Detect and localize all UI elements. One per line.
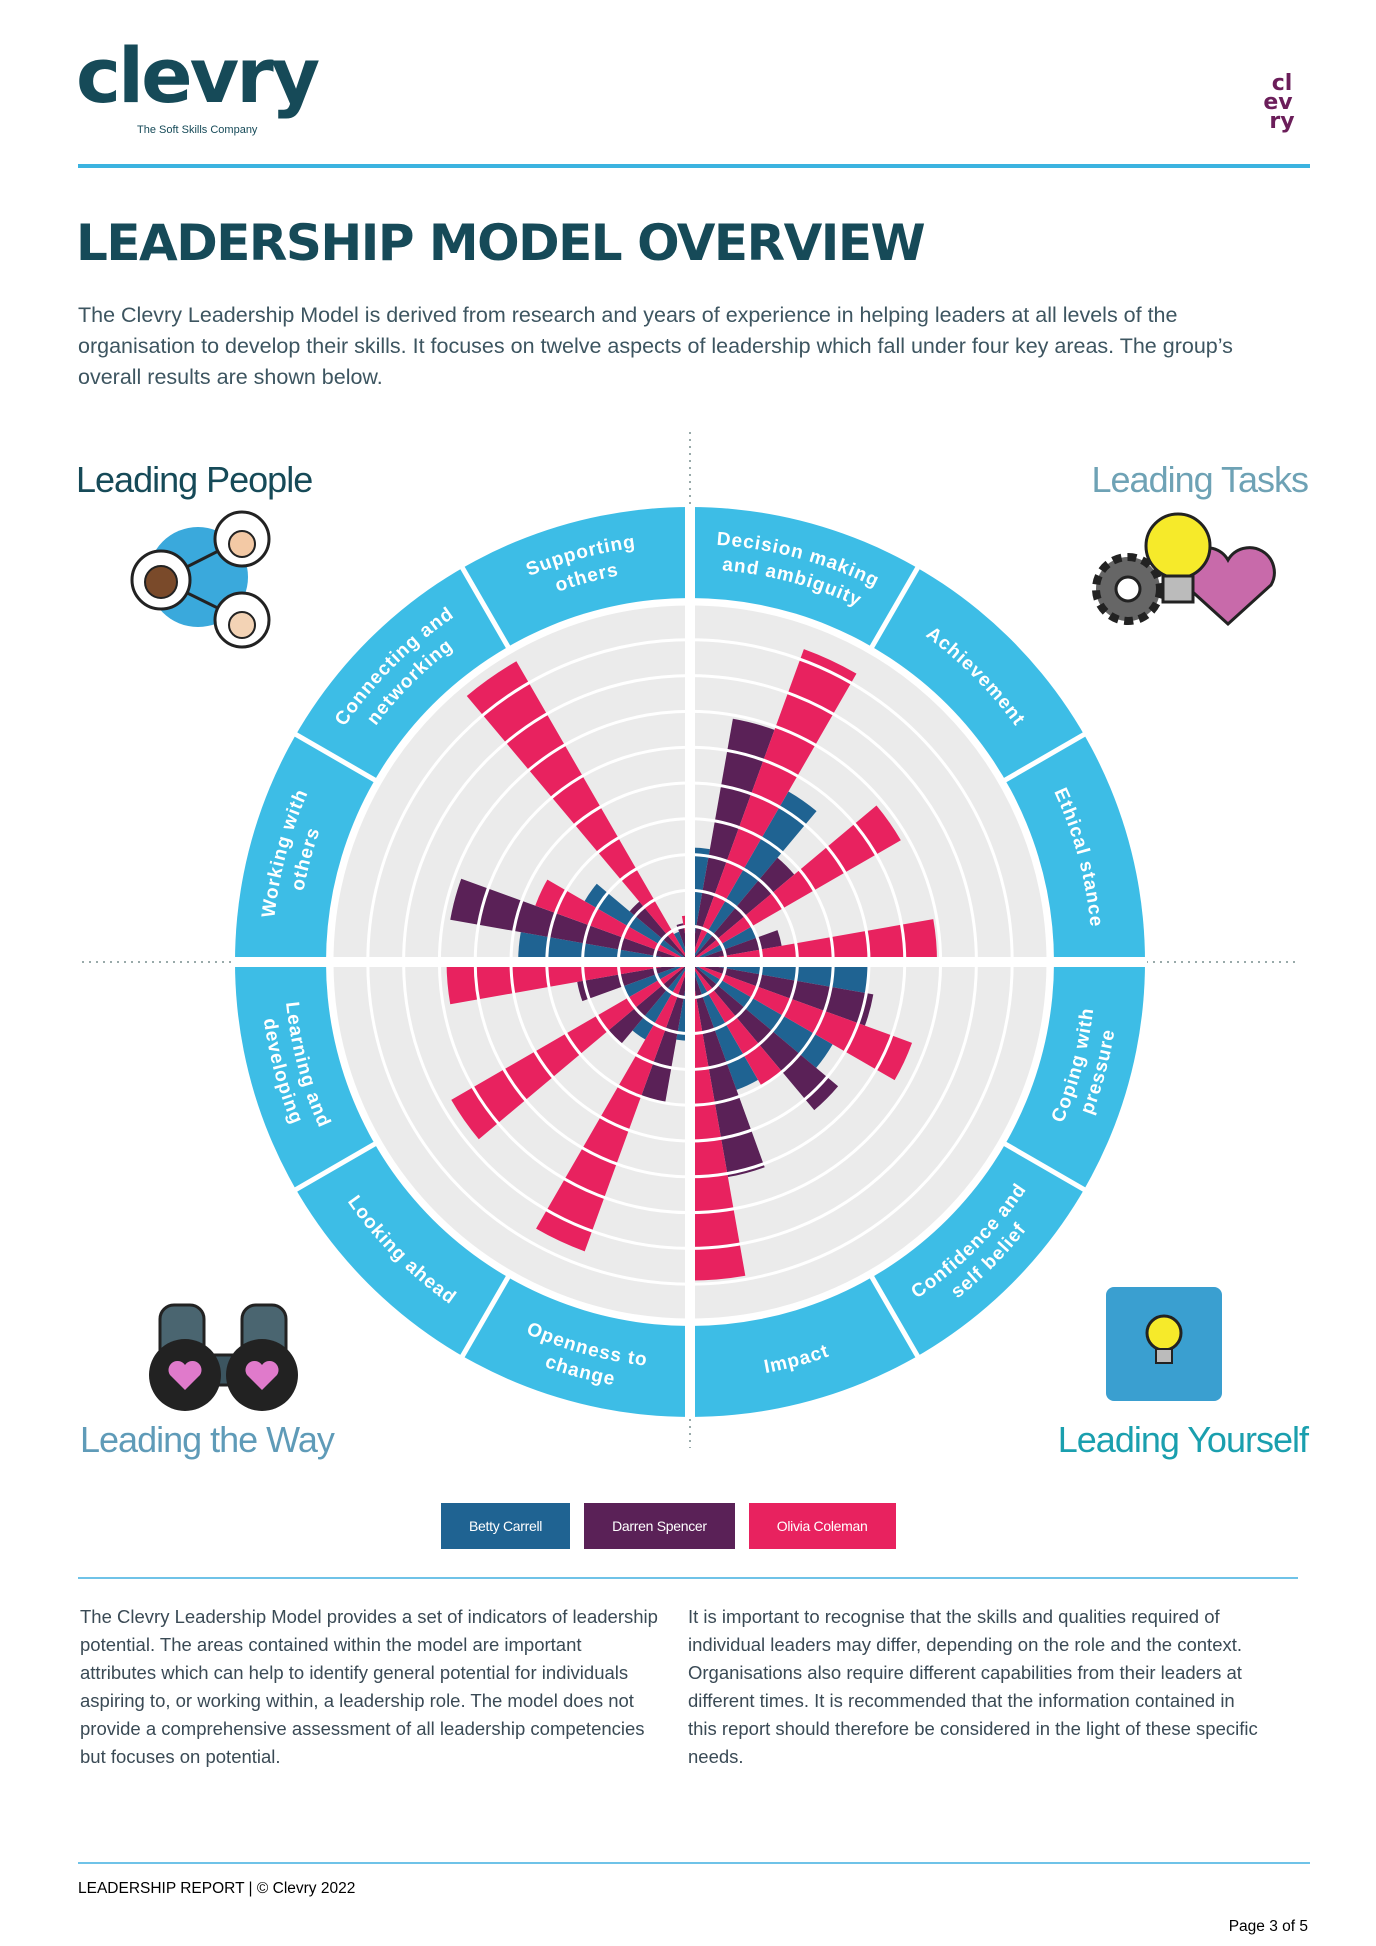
legend-item[interactable]: Darren Spencer [584,1503,735,1549]
bar [450,878,690,962]
icon [228,611,256,639]
body-text: The Clevry Leadership Model provides a s… [80,1606,658,1767]
segment-divider [868,564,921,650]
bar [690,926,758,962]
bar [641,962,690,1104]
bar [518,932,690,962]
bar [690,962,913,1081]
icon [1161,574,1195,604]
bar [690,962,765,1178]
page-title: LEADERSHIP MODEL OVERVIEW [76,214,926,272]
icon [1144,512,1212,580]
bar [466,661,690,962]
logo: clevry [76,31,320,120]
mark-line: cl [1271,71,1293,96]
legend-item[interactable]: Betty Carrell [441,1503,571,1549]
mark-line: ev [1263,90,1293,115]
legend-item[interactable]: Olivia Coleman [748,1503,896,1549]
brand-mark: cl ev ry [1262,71,1302,134]
intro-text: The Clevry Leadership Model is derived f… [78,303,1233,389]
bar [622,962,690,998]
bar [690,919,938,962]
mark-line: ry [1269,109,1295,134]
bar [690,962,839,1111]
bar [535,879,690,962]
footer-rule [78,1862,1310,1864]
bar [446,962,690,1005]
segment-divider [1002,731,1088,784]
bar [607,962,690,1045]
bar [690,962,869,994]
bar [690,962,874,1026]
icon [228,530,256,558]
icon [1114,575,1142,603]
body-text: It is important to recognise that the sk… [688,1606,1258,1767]
tagline: The Soft Skills Company [137,124,258,136]
quadrant-label: Leading the Way [80,1419,335,1460]
icon [168,1360,202,1390]
quadrant-label: Leading Tasks [1092,459,1309,500]
icon [144,565,178,599]
footer-left: LEADERSHIP REPORT | © Clevry 2022 [78,1880,356,1897]
segment-divider [459,1274,512,1360]
bar [690,718,775,962]
footer-right: Page 3 of 5 [1228,1918,1308,1935]
bar [629,901,690,962]
bar [577,962,690,1002]
bar [690,962,783,1087]
bar [690,962,833,1068]
quadrant-label: Leading People [76,459,312,500]
bar [690,649,857,962]
segment-divider [292,1140,378,1193]
segment-divider [292,731,378,784]
header-rule [78,164,1310,168]
bar [451,962,690,1140]
segment-divider [1002,1140,1088,1193]
segment-divider [459,564,512,650]
bar [690,962,746,1281]
icon [245,1360,279,1390]
bar [584,883,690,962]
bar [690,805,901,962]
icon [1145,1314,1183,1352]
legend: Betty Carrell Darren Spencer Olivia Colema… [441,1503,896,1549]
quadrant-label: Leading Yourself [1058,1419,1310,1460]
icon [1155,1348,1173,1364]
divider [78,1577,1298,1579]
bar [536,962,690,1252]
segment-divider [868,1274,921,1360]
